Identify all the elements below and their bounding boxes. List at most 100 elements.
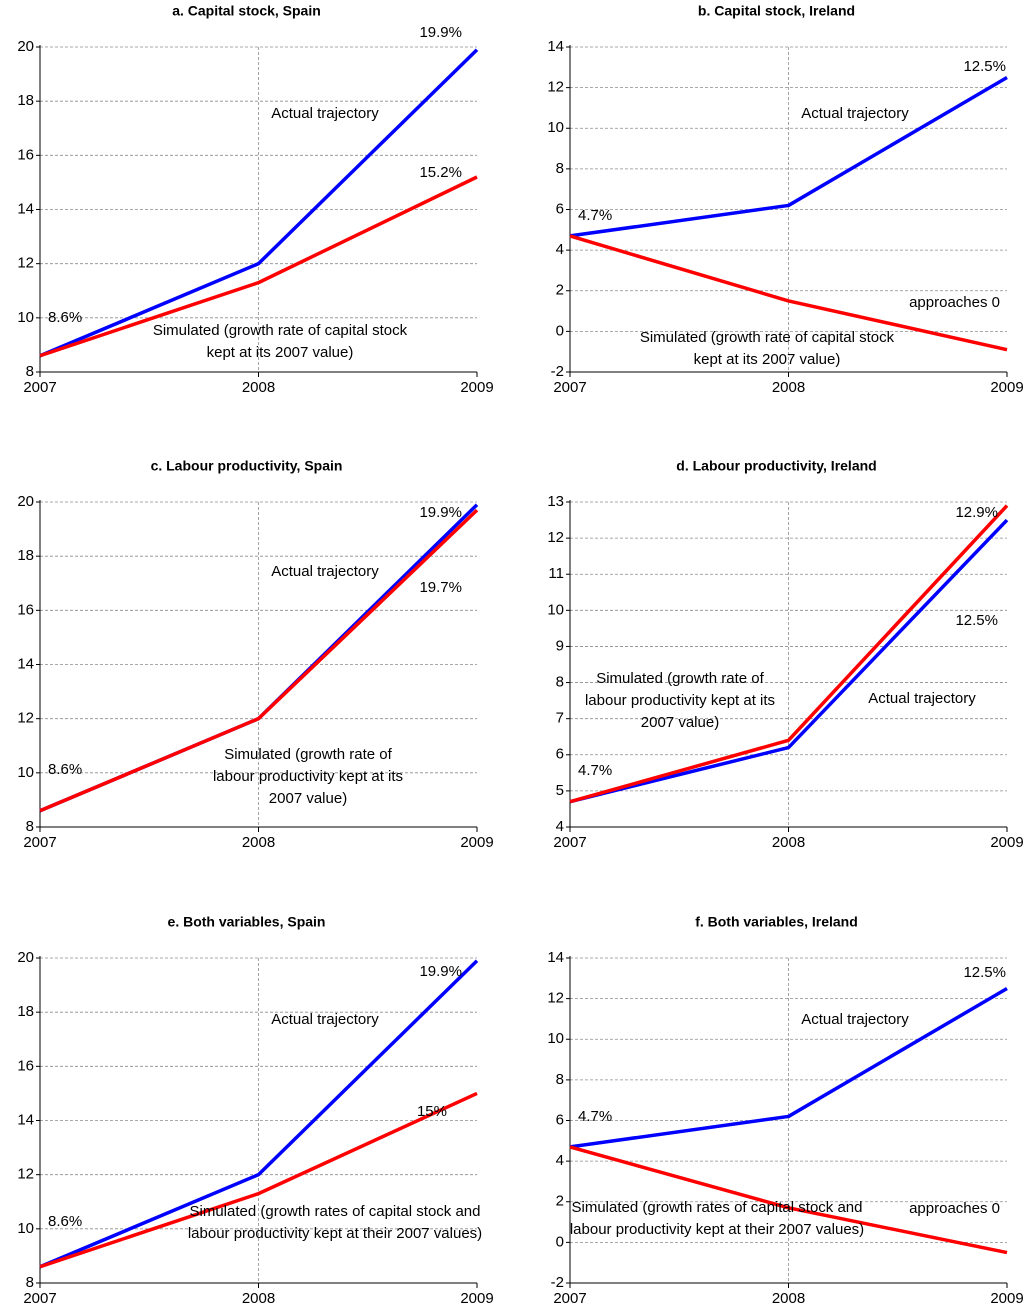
x-tick-label: 2008 [772, 379, 805, 396]
x-tick-label: 2007 [553, 834, 586, 851]
value-label: 8.6% [48, 1213, 82, 1230]
y-tick-label: 14 [547, 38, 564, 55]
data-line [569, 986, 1008, 1149]
series-label-box: Simulated (growth rates of capital stock… [187, 1203, 483, 1242]
x-tick-label: 2007 [553, 379, 586, 396]
y-tick-label: 5 [556, 782, 564, 799]
series-label: Simulated (growth rate of capital stock … [152, 322, 408, 361]
value-label: 4.7% [578, 207, 612, 224]
y-tick-label: 4 [556, 1152, 564, 1169]
x-tick-label: 2008 [242, 379, 275, 396]
panel: f. Both variables, Ireland -2 0 2 4 6 8 10 12 14 2… [547, 914, 1023, 1307]
y-tick-label: 10 [547, 1030, 564, 1047]
y-tick-label: 6 [556, 200, 564, 217]
data-line [39, 508, 479, 813]
annotation: approaches 0 [909, 294, 1000, 311]
x-tick-label: 2007 [23, 834, 56, 851]
x-tick-label: 2007 [553, 1290, 586, 1307]
panel: d. Labour productivity, Ireland 4 5 6 7 8 9 10 1… [547, 458, 1023, 851]
y-tick-label: 9 [556, 637, 564, 654]
y-tick-label: 10 [17, 1220, 34, 1237]
data-line [39, 48, 479, 358]
y-tick-label: 8 [26, 1274, 34, 1291]
x-tick-label: 2009 [460, 834, 493, 851]
x-tick-label: 2009 [990, 379, 1023, 396]
panel: c. Labour productivity, Spain 8 10 12 14 16 18… [17, 458, 493, 851]
panel: e. Both variables, Spain 8 10 12 14 16 18 20 200… [17, 914, 493, 1307]
y-tick-label: 18 [17, 1003, 34, 1020]
y-tick-label: 20 [17, 493, 34, 510]
data-line [569, 234, 1008, 352]
y-tick-label: 6 [556, 1111, 564, 1128]
series-label: Simulated (growth rate of capital stock … [639, 329, 895, 368]
series-label: Actual trajectory [271, 1011, 379, 1028]
y-tick-label: 0 [556, 1233, 564, 1250]
value-label: 4.7% [578, 1108, 612, 1125]
x-tick-label: 2009 [460, 379, 493, 396]
value-label: 12.5% [963, 58, 1006, 75]
data-line [39, 1091, 478, 1269]
value-label: 19.7% [419, 579, 462, 596]
chart-title: c. Labour productivity, Spain [151, 458, 343, 474]
data-line [569, 518, 1009, 804]
x-tick-label: 2008 [242, 1290, 275, 1307]
series-label: Simulated (growth rates of capital stock… [187, 1203, 483, 1242]
y-tick-label: 14 [547, 949, 564, 966]
y-tick-label: 7 [556, 710, 564, 727]
x-tick-label: 2007 [23, 1290, 56, 1307]
y-tick-label: 8 [556, 1071, 564, 1088]
value-label: 19.9% [419, 504, 462, 521]
value-label: 19.9% [419, 963, 462, 980]
data-line [569, 75, 1008, 238]
y-tick-label: 12 [547, 990, 564, 1007]
value-label: 8.6% [48, 309, 82, 326]
series-label-box: Simulated (growth rates of capital stock… [570, 1199, 864, 1238]
y-tick-label: 10 [17, 309, 34, 326]
y-tick-label: 14 [17, 1111, 34, 1128]
data-line [569, 1145, 1008, 1255]
y-tick-label: 0 [556, 322, 564, 339]
chart-title: d. Labour productivity, Ireland [676, 458, 876, 474]
value-label: 12.5% [955, 612, 998, 629]
y-tick-label: 11 [548, 565, 564, 582]
x-tick-label: 2008 [772, 834, 805, 851]
x-tick-label: 2008 [242, 834, 275, 851]
x-tick-label: 2009 [990, 834, 1023, 851]
annotation: approaches 0 [909, 1200, 1000, 1217]
y-tick-label: 8 [556, 160, 564, 177]
series-label: Simulated (growth rate of labour product… [212, 746, 404, 807]
series-label-box: Simulated (growth rate of labour product… [212, 746, 404, 807]
y-tick-label: 12 [547, 529, 564, 546]
y-tick-label: 8 [26, 363, 34, 380]
y-tick-label: 16 [17, 601, 34, 618]
series-label: Actual trajectory [271, 105, 379, 122]
y-tick-label: 2 [556, 1193, 564, 1210]
y-tick-label: 14 [17, 655, 34, 672]
value-label: 15.2% [419, 164, 462, 181]
y-tick-label: 12 [17, 255, 34, 272]
x-tick-label: 2009 [990, 1290, 1023, 1307]
value-label: 19.9% [419, 24, 462, 41]
y-tick-label: 8 [26, 818, 34, 835]
series-label: Simulated (growth rate of labour product… [584, 670, 776, 731]
y-tick-label: 12 [17, 710, 34, 727]
data-line [39, 175, 478, 358]
x-tick-label: 2007 [23, 379, 56, 396]
y-tick-label: 16 [17, 146, 34, 163]
y-tick-label: 18 [17, 92, 34, 109]
series-label-box: Simulated (growth rate of capital stock … [152, 322, 408, 361]
y-tick-label: 12 [17, 1166, 34, 1183]
y-tick-label: 12 [547, 79, 564, 96]
value-label: 12.9% [955, 504, 998, 521]
value-label: 12.5% [963, 964, 1006, 981]
chart-title: a. Capital stock, Spain [172, 3, 321, 19]
series-label-box: Simulated (growth rate of labour product… [584, 670, 776, 731]
series-label-box: Simulated (growth rate of capital stock … [639, 329, 895, 368]
y-tick-label: 4 [556, 818, 564, 835]
series-label: Actual trajectory [868, 690, 976, 707]
series-label: Actual trajectory [801, 105, 909, 122]
chart-title: e. Both variables, Spain [168, 914, 326, 930]
y-tick-label: 10 [17, 764, 34, 781]
